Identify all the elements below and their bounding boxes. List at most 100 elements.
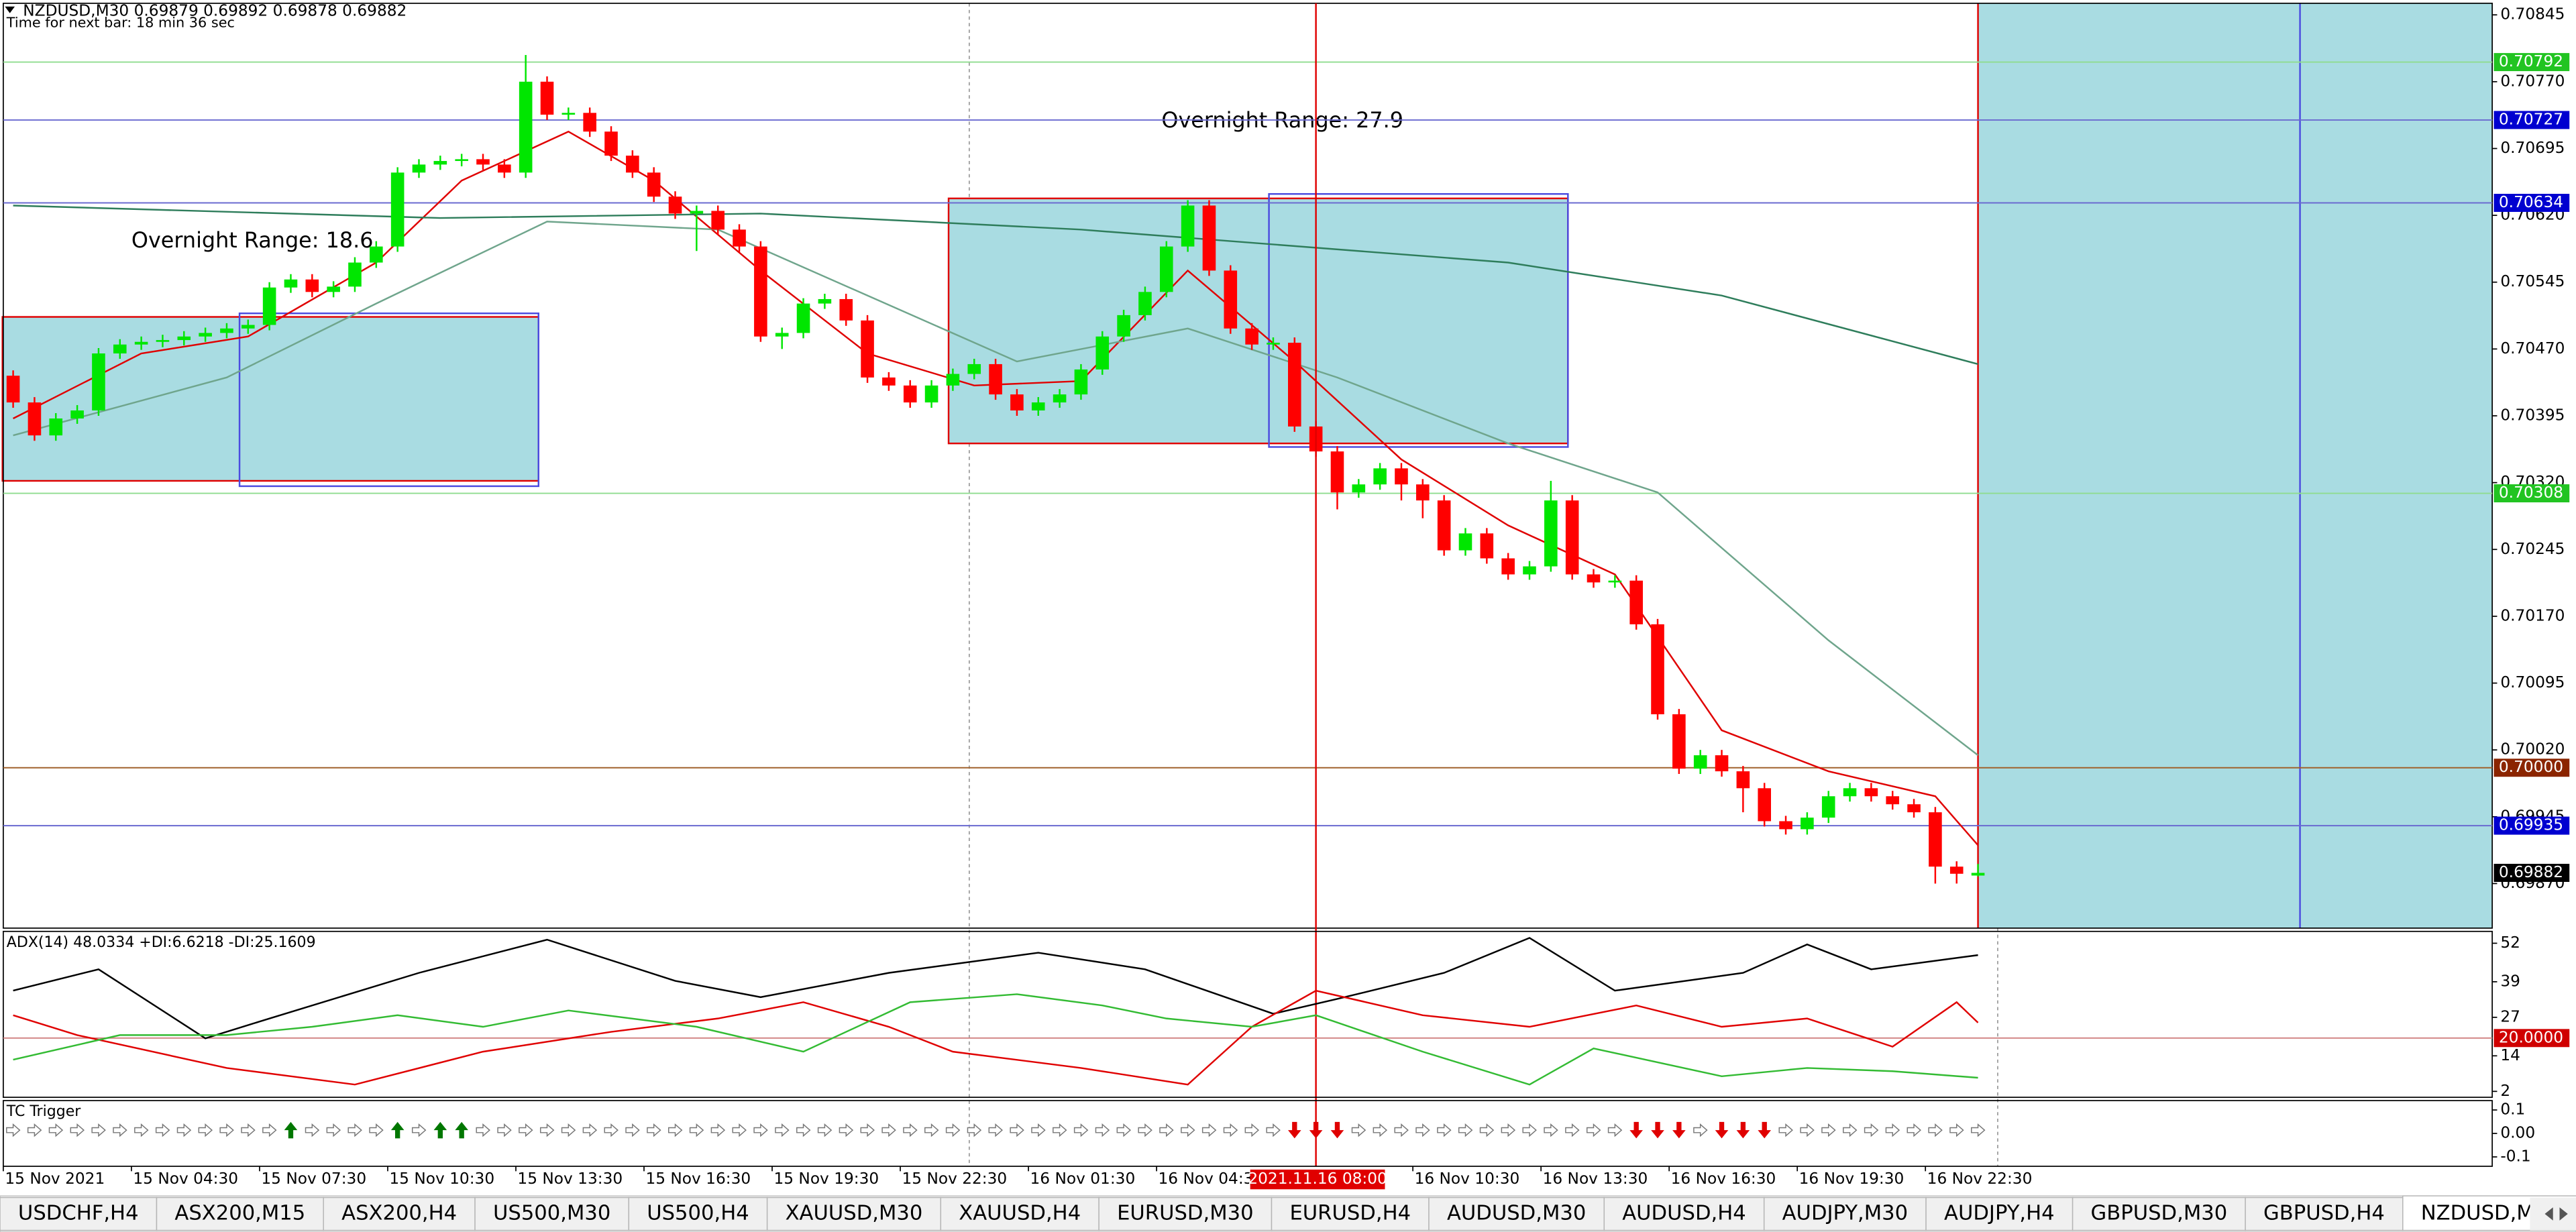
- neutral-arrow: [903, 1123, 918, 1137]
- level-label-bg: [2493, 53, 2570, 72]
- tab[interactable]: [2245, 1196, 2404, 1231]
- tab-label[interactable]: US500,H4: [647, 1202, 749, 1225]
- tab-label[interactable]: EURUSD,H4: [1289, 1202, 1411, 1225]
- candle-body: [1864, 788, 1878, 797]
- tab-scroll-right[interactable]: [2559, 1207, 2568, 1221]
- neutral-arrow: [1394, 1123, 1409, 1137]
- candle-body: [1159, 246, 1173, 292]
- tab-label[interactable]: AUDUSD,H4: [1622, 1202, 1746, 1225]
- neutral-arrow: [1116, 1123, 1132, 1137]
- candle-body: [1523, 566, 1536, 575]
- candle-body: [1608, 580, 1622, 583]
- neutral-arrow: [1843, 1123, 1858, 1137]
- tab-label[interactable]: ASX200,M15: [174, 1202, 305, 1225]
- candle-body: [796, 303, 810, 333]
- neutral-arrow: [262, 1123, 277, 1137]
- neutral-arrow: [155, 1123, 170, 1137]
- tab-label[interactable]: XAUUSD,M30: [786, 1202, 923, 1225]
- candle-body: [1095, 336, 1110, 370]
- candle-body: [946, 374, 960, 386]
- neutral-arrow: [1266, 1123, 1281, 1137]
- candle-body: [156, 340, 170, 342]
- neutral-arrow: [91, 1123, 106, 1137]
- neutral-arrow: [497, 1123, 512, 1137]
- tab[interactable]: [1098, 1196, 1273, 1231]
- up-arrow: [455, 1121, 468, 1139]
- neutral-arrow: [1907, 1123, 1921, 1137]
- candle-body: [1352, 484, 1366, 493]
- neutral-arrow: [219, 1123, 234, 1137]
- tab[interactable]: [2072, 1196, 2246, 1231]
- tab-label[interactable]: ASX200,H4: [341, 1202, 457, 1225]
- tab[interactable]: [1603, 1196, 1765, 1231]
- neutral-arrow: [476, 1123, 490, 1137]
- y-tick-label: 0.70245: [2500, 540, 2565, 558]
- y-tick-label: 14: [2500, 1046, 2520, 1064]
- tab[interactable]: [940, 1196, 1099, 1231]
- neutral-arrow: [988, 1123, 1003, 1137]
- candle-body: [1010, 394, 1024, 411]
- tab-label[interactable]: GBPUSD,M30: [2091, 1202, 2228, 1225]
- neutral-arrow: [817, 1123, 833, 1137]
- tab-scroll-left[interactable]: [2544, 1207, 2553, 1221]
- candle-body: [1202, 205, 1216, 271]
- candle-body: [839, 298, 853, 321]
- line-series: [13, 937, 1978, 1040]
- candle-body: [1245, 328, 1258, 345]
- neutral-arrow: [561, 1123, 576, 1137]
- neutral-arrow: [1244, 1123, 1260, 1137]
- tab-label[interactable]: AUDUSD,M30: [1447, 1202, 1586, 1225]
- neutral-arrow: [1138, 1123, 1152, 1137]
- candle-body: [390, 172, 405, 247]
- neutral-arrow: [1073, 1123, 1089, 1137]
- tab[interactable]: [766, 1196, 942, 1231]
- neutral-arrow: [732, 1123, 747, 1137]
- candle-body: [1224, 270, 1238, 329]
- tab[interactable]: [1925, 1196, 2074, 1231]
- neutral-arrow: [1821, 1123, 1836, 1137]
- neutral-arrow: [967, 1123, 982, 1137]
- up-arrow: [390, 1121, 405, 1139]
- candle-body: [1330, 451, 1344, 493]
- x-tick-label: 16 Nov 22:30: [1927, 1170, 2033, 1188]
- down-arrow: [1715, 1121, 1729, 1139]
- x-tick-label: 15 Nov 10:30: [389, 1170, 494, 1188]
- candle-body: [1288, 343, 1301, 427]
- x-tick-label: 15 Nov 07:30: [261, 1170, 366, 1188]
- tab-label[interactable]: AUDJPY,M30: [1782, 1202, 1909, 1225]
- y-tick-label: 0.70545: [2500, 272, 2565, 290]
- tab-label[interactable]: US500,M30: [493, 1202, 610, 1225]
- neutral-arrow: [1415, 1123, 1430, 1137]
- candle-body: [1736, 771, 1750, 789]
- candle-body: [1181, 205, 1195, 247]
- candle-body: [583, 113, 596, 132]
- neutral-arrow: [860, 1123, 875, 1137]
- down-arrow: [1672, 1121, 1686, 1139]
- tab[interactable]: [628, 1196, 768, 1231]
- panel-title: TC Trigger: [6, 1103, 81, 1120]
- candle-body: [1458, 533, 1472, 551]
- neutral-arrow: [1351, 1123, 1366, 1137]
- candle-body: [476, 159, 490, 165]
- candle-body: [1886, 796, 1900, 805]
- candle-body: [1715, 755, 1729, 772]
- tab-label[interactable]: EURUSD,M30: [1117, 1202, 1254, 1225]
- tab[interactable]: [156, 1196, 324, 1231]
- candle-body: [348, 262, 362, 287]
- line-series: [13, 993, 1978, 1086]
- tab-label[interactable]: XAUUSD,H4: [959, 1202, 1081, 1225]
- tab[interactable]: [1763, 1196, 1927, 1231]
- tab[interactable]: [323, 1196, 476, 1231]
- neutral-arrow: [539, 1123, 555, 1137]
- candle-body: [370, 246, 383, 263]
- tab-label[interactable]: AUDJPY,H4: [1944, 1202, 2055, 1225]
- y-tick-label: 0.70170: [2500, 606, 2565, 624]
- neutral-arrow: [27, 1123, 42, 1137]
- candle-body: [1437, 500, 1451, 551]
- candle-body: [1267, 343, 1280, 345]
- tab-label[interactable]: USDCHF,H4: [18, 1202, 139, 1225]
- neutral-arrow: [1095, 1123, 1110, 1137]
- tab-label[interactable]: GBPUSD,H4: [2263, 1202, 2385, 1225]
- tab[interactable]: [1271, 1196, 1430, 1231]
- neutral-arrow: [1437, 1123, 1452, 1137]
